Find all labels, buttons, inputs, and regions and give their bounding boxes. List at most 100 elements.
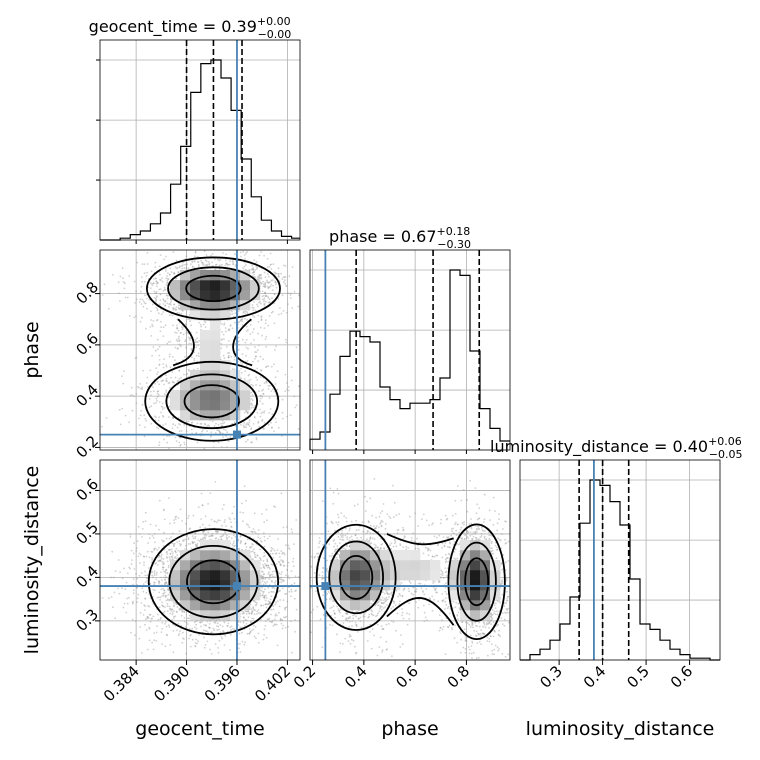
scatter-point — [153, 533, 156, 535]
scatter-point — [251, 331, 254, 334]
scatter-point — [254, 532, 257, 534]
scatter-point — [176, 541, 179, 544]
scatter-point — [206, 640, 209, 643]
scatter-point — [263, 305, 266, 307]
scatter-point — [175, 259, 178, 262]
scatter-point — [200, 259, 203, 262]
scatter-point — [263, 300, 265, 303]
panel-frame — [99, 39, 301, 241]
scatter-point — [133, 395, 135, 398]
scatter-point — [260, 251, 262, 253]
scatter-point — [242, 424, 245, 427]
scatter-point — [256, 266, 259, 269]
scatter-point — [255, 355, 257, 358]
scatter-point — [162, 299, 165, 302]
scatter-point — [185, 329, 188, 332]
scatter-point — [141, 281, 143, 283]
scatter-point — [166, 297, 169, 300]
scatter-point — [165, 277, 168, 280]
scatter-point — [187, 543, 190, 545]
scatter-point — [174, 550, 176, 553]
scatter-point — [131, 602, 134, 605]
scatter-point — [204, 629, 207, 632]
scatter-point — [178, 542, 181, 545]
scatter-point — [163, 540, 165, 542]
scatter-point — [238, 548, 241, 550]
scatter-point — [273, 587, 276, 590]
scatter-point — [266, 519, 268, 522]
scatter-point — [205, 254, 208, 256]
scatter-point — [138, 533, 141, 535]
scatter-point — [184, 323, 187, 325]
scatter-point — [269, 285, 272, 288]
scatter-point — [212, 627, 215, 630]
scatter-point — [161, 579, 163, 581]
scatter-point — [174, 331, 177, 334]
scatter-point — [145, 382, 148, 385]
scatter-point — [281, 417, 284, 420]
scatter-point — [287, 303, 289, 305]
scatter-point — [297, 294, 300, 297]
scatter-point — [166, 435, 168, 437]
scatter-point — [256, 303, 258, 306]
scatter-point — [227, 329, 230, 332]
scatter-point — [141, 536, 143, 538]
scatter-point — [162, 509, 165, 512]
scatter-point — [233, 356, 236, 358]
scatter-point — [185, 430, 188, 432]
scatter-point — [243, 612, 246, 615]
scatter-point — [145, 275, 148, 277]
scatter-point — [113, 591, 116, 594]
scatter-point — [197, 344, 200, 347]
scatter-point — [294, 575, 297, 578]
scatter-point — [215, 537, 218, 539]
scatter-point — [171, 371, 174, 373]
scatter-point — [216, 625, 218, 627]
scatter-point — [248, 633, 251, 635]
scatter-point — [242, 267, 245, 270]
scatter-point — [222, 629, 224, 632]
scatter-point — [268, 301, 271, 303]
scatter-point — [249, 323, 252, 326]
density-cell — [210, 350, 221, 361]
scatter-point — [255, 438, 258, 441]
scatter-point — [149, 287, 152, 289]
scatter-point — [160, 576, 163, 579]
scatter-point — [146, 252, 149, 254]
scatter-point — [280, 622, 283, 625]
scatter-point — [159, 273, 161, 276]
scatter-point — [259, 548, 261, 551]
scatter-point — [164, 621, 167, 623]
scatter-point — [201, 430, 203, 433]
scatter-point — [164, 305, 167, 307]
scatter-point — [146, 386, 149, 388]
scatter-point — [163, 286, 166, 289]
scatter-point — [141, 276, 143, 278]
scatter-point — [228, 352, 231, 354]
scatter-point — [167, 588, 170, 591]
scatter-point — [167, 396, 170, 399]
scatter-point — [156, 426, 158, 429]
scatter-point — [126, 296, 129, 299]
density-cell — [210, 310, 221, 321]
scatter-point — [123, 602, 126, 605]
scatter-point — [224, 330, 227, 333]
scatter-point — [189, 633, 192, 636]
scatter-point — [218, 268, 221, 271]
scatter-point — [268, 298, 271, 300]
scatter-point — [193, 359, 196, 362]
scatter-point — [166, 572, 169, 575]
scatter-point — [225, 429, 227, 431]
title-minus: −0.30 — [437, 238, 471, 251]
scatter-point — [258, 276, 261, 279]
scatter-point — [248, 419, 251, 422]
scatter-point — [265, 345, 268, 348]
scatter-point — [295, 404, 298, 407]
scatter-point — [165, 374, 167, 377]
scatter-point — [295, 519, 298, 521]
density-cell — [210, 300, 221, 311]
scatter-point — [155, 640, 158, 642]
scatter-point — [194, 537, 197, 540]
scatter-point — [251, 441, 254, 444]
scatter-point — [141, 386, 144, 389]
